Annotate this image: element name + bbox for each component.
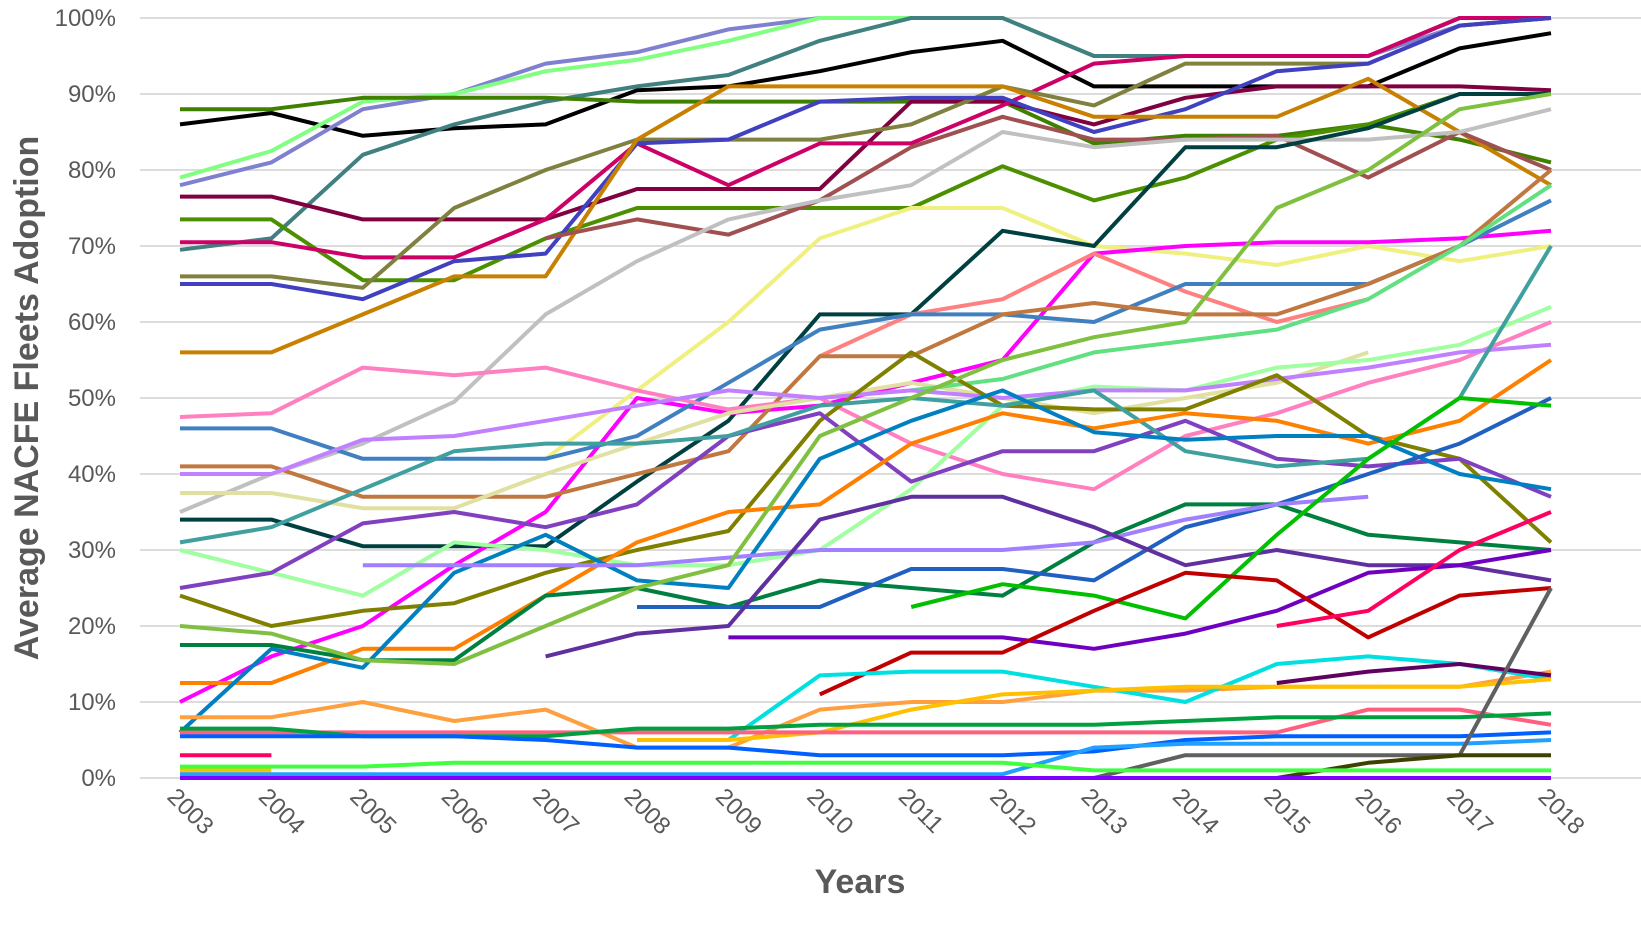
y-tick-label: 90% (68, 81, 116, 108)
x-tick-label: 2003 (162, 783, 219, 840)
series-line-23 (910, 183, 1553, 393)
y-tick-label: 20% (68, 613, 116, 640)
y-tick-label: 70% (68, 233, 116, 260)
x-tick-label: 2004 (253, 783, 310, 840)
series-lines (178, 16, 1553, 780)
series-line-24 (180, 342, 1552, 476)
series-line-11 (180, 76, 1553, 355)
x-tick-label: 2014 (1167, 783, 1224, 840)
series-line-32 (362, 494, 1369, 568)
x-axis-title: Years (815, 863, 906, 901)
series-line-22 (179, 304, 1552, 598)
series-line-25 (179, 350, 1553, 628)
series-line-40 (727, 654, 1552, 742)
series-line-38 (180, 510, 1552, 758)
y-tick-label: 40% (68, 461, 116, 488)
series-line-33 (545, 494, 1552, 659)
series-line-50 (180, 760, 1551, 773)
y-tick-label: 100% (55, 5, 116, 32)
series-line-34 (179, 92, 1552, 666)
y-tick-label: 80% (68, 157, 116, 184)
series-line-45 (180, 730, 1552, 758)
series-line-46 (180, 738, 1552, 777)
series-line-35 (910, 396, 1552, 621)
series-line-14 (544, 206, 1552, 461)
y-tick-label: 60% (68, 309, 116, 336)
series-line-31 (637, 396, 1552, 609)
x-tick-label: 2008 (619, 783, 676, 840)
series-line-12 (545, 114, 1552, 241)
y-tick-label: 30% (68, 537, 116, 564)
series-line-28 (180, 358, 1553, 685)
x-tick-label: 2009 (710, 783, 767, 840)
series-line-37 (818, 570, 1552, 697)
x-axis-ticks: 2003 2004 2005 2006 2007 2008 2009 2010 2011 2012… (162, 783, 1590, 840)
y-tick-label: 0% (81, 765, 116, 792)
x-tick-label: 2010 (802, 783, 859, 840)
y-tick-label: 10% (68, 689, 116, 716)
series-line-15 (180, 92, 1551, 549)
x-tick-label: 2013 (1076, 783, 1133, 840)
series-line-10 (180, 16, 1552, 302)
series-line-29 (178, 388, 1552, 734)
y-tick-label: 50% (68, 385, 116, 412)
x-tick-label: 2011 (893, 783, 949, 839)
x-tick-label: 2005 (345, 783, 402, 840)
series-line-19 (180, 168, 1553, 499)
series-line-41 (180, 677, 1552, 773)
x-tick-label: 2012 (984, 783, 1041, 840)
x-tick-label: 2007 (527, 783, 584, 840)
series-line-9 (180, 16, 1552, 290)
y-axis-title: Average NACFE Fleets Adoption (8, 136, 46, 661)
series-line-21 (180, 350, 1369, 511)
series-line-27 (179, 244, 1553, 545)
series-line-20 (179, 320, 1552, 492)
x-tick-label: 2017 (1441, 783, 1498, 840)
x-tick-label: 2015 (1259, 783, 1316, 840)
series-line-18 (180, 198, 1552, 461)
x-tick-label: 2018 (1533, 783, 1590, 840)
x-tick-label: 2006 (436, 783, 493, 840)
series-line-36 (728, 548, 1552, 651)
series-line-8 (180, 16, 1551, 260)
y-axis-ticks: 0% 10% 20% 30% 40% 50% 60% 70% 80% 90% 100% (55, 5, 116, 792)
x-tick-label: 2016 (1350, 783, 1407, 840)
series-line-43 (180, 707, 1552, 735)
